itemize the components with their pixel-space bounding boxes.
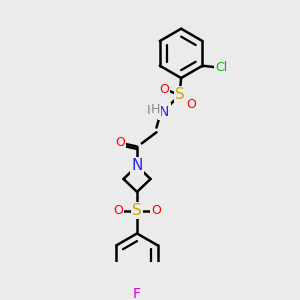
Text: F: F	[133, 287, 141, 300]
Text: N: N	[131, 158, 143, 173]
Text: N: N	[159, 105, 169, 119]
Text: HN: HN	[150, 104, 170, 118]
Text: O: O	[151, 204, 160, 217]
Text: O: O	[187, 98, 196, 111]
Text: H: H	[147, 104, 156, 117]
Text: Cl: Cl	[215, 61, 228, 74]
Text: O: O	[115, 136, 125, 149]
Text: O: O	[159, 83, 169, 96]
Text: S: S	[175, 87, 185, 102]
Text: S: S	[132, 203, 142, 218]
Text: H: H	[151, 103, 160, 116]
Text: O: O	[113, 204, 123, 217]
